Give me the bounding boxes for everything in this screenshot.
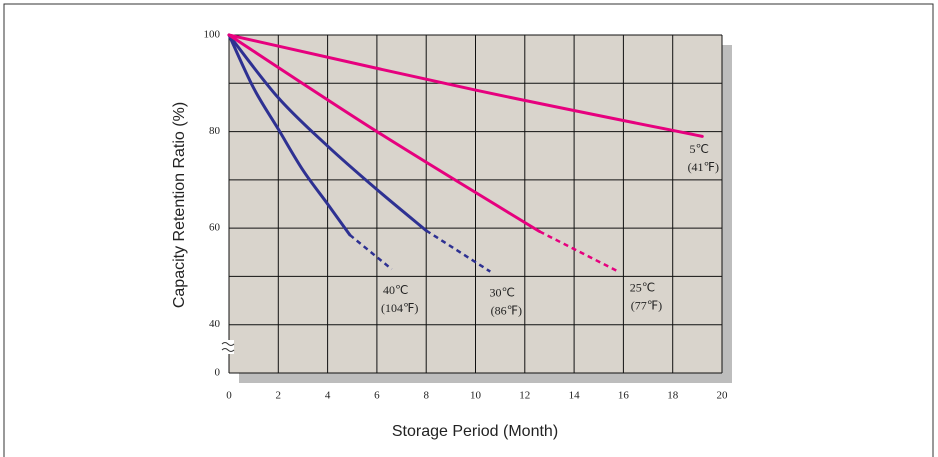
y-tick-label: 100 [204, 29, 221, 41]
line [227, 33, 542, 234]
axis-break [221, 342, 235, 352]
series-note: (77℉) [631, 298, 662, 312]
series-label: 25℃ [630, 280, 655, 294]
y-tick-label: 80 [209, 125, 221, 137]
x-tick-label: 10 [470, 390, 482, 402]
x-tick-label: 2 [276, 390, 282, 402]
x-tick-label: 20 [717, 390, 729, 402]
line-dashed [425, 229, 491, 273]
frame [3, 3, 934, 457]
lines [227, 33, 704, 273]
x-tick-label: 6 [374, 390, 380, 402]
series-note: (86℉) [491, 303, 522, 317]
y-tick-label: 40 [209, 318, 221, 330]
series-label: 5℃ [690, 142, 709, 156]
line-dashed [348, 233, 393, 271]
x-tick-label: 12 [519, 390, 530, 402]
series-label: 30℃ [490, 285, 515, 299]
line [227, 33, 428, 233]
line [227, 33, 352, 237]
series-note: (41℉) [688, 160, 719, 174]
x-axis-label: Storage Period (Month) [392, 423, 558, 440]
grid [228, 34, 723, 374]
axis-break-bg [224, 340, 234, 354]
x-tick-label: 4 [325, 390, 331, 402]
x-tick-label: 16 [618, 390, 630, 402]
y-axis-label: Capacity Retention Ratio (%) [171, 102, 188, 308]
x-tick-label: 8 [423, 390, 429, 402]
x-tick-label: 18 [667, 390, 679, 402]
line [227, 33, 704, 138]
line-dashed [539, 230, 620, 273]
y-tick-label: 60 [209, 222, 221, 234]
series-label: 40℃ [383, 283, 408, 297]
x-tick-label: 14 [569, 390, 581, 402]
y-break-label: 0 [215, 367, 221, 379]
x-tick-label: 0 [226, 390, 232, 402]
series-note: (104℉) [381, 301, 418, 315]
